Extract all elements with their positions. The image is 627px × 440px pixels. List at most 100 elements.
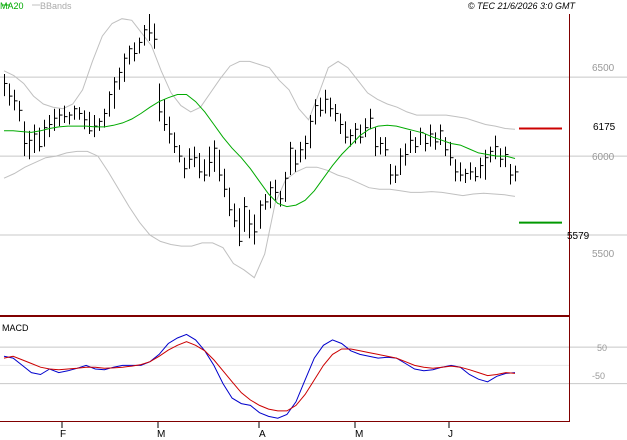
price-bar bbox=[89, 111, 93, 134]
price-bar bbox=[219, 149, 223, 182]
price-bar bbox=[270, 181, 274, 209]
price-bar bbox=[375, 127, 379, 157]
price-bar bbox=[320, 97, 324, 117]
price-bar bbox=[335, 104, 339, 122]
price-bar bbox=[415, 137, 419, 153]
price-bar bbox=[295, 149, 299, 172]
price-bar bbox=[500, 148, 504, 168]
price-bar bbox=[410, 130, 414, 153]
legend-ma-label: MA20 bbox=[0, 1, 24, 11]
x-label-feb: F bbox=[60, 429, 66, 440]
price-bar bbox=[159, 83, 163, 122]
price-bar bbox=[310, 115, 314, 149]
price-bar bbox=[290, 141, 294, 176]
price-bar bbox=[209, 146, 213, 177]
price-bar bbox=[365, 118, 369, 138]
price-bar bbox=[154, 23, 158, 49]
support-label: 5579 bbox=[567, 231, 590, 242]
price-bar bbox=[450, 141, 454, 166]
y-tick-6500: 6500 bbox=[592, 63, 615, 74]
price-bar bbox=[385, 137, 389, 157]
price-bar bbox=[254, 214, 258, 245]
y-tick-6000: 6000 bbox=[592, 152, 615, 163]
price-bar bbox=[149, 14, 153, 41]
price-bar bbox=[470, 162, 474, 180]
ma20-line bbox=[4, 94, 516, 208]
price-bar bbox=[19, 100, 23, 122]
price-bar bbox=[325, 89, 329, 114]
price-bar bbox=[204, 159, 208, 182]
price-bar bbox=[430, 124, 434, 147]
macd-panel bbox=[0, 333, 627, 419]
price-bar bbox=[515, 165, 519, 182]
price-bar bbox=[214, 140, 218, 172]
price-bar bbox=[99, 118, 103, 131]
macd-line bbox=[3, 333, 516, 419]
price-bar bbox=[179, 145, 183, 163]
signal-line bbox=[3, 341, 516, 412]
legend-bb-label: BBands bbox=[40, 1, 72, 11]
price-bar bbox=[194, 146, 198, 168]
price-bar bbox=[405, 143, 409, 166]
price-bar bbox=[134, 42, 138, 62]
price-bar bbox=[510, 164, 514, 185]
macd-tick-minus-50: -50 bbox=[592, 371, 605, 381]
price-bar bbox=[505, 146, 509, 168]
x-label-jun: J bbox=[448, 429, 453, 440]
price-bar bbox=[420, 127, 424, 146]
price-bar bbox=[94, 115, 98, 138]
price-bar bbox=[224, 168, 228, 198]
price-bar bbox=[164, 99, 168, 131]
main-panel bbox=[0, 14, 627, 279]
price-bar bbox=[104, 108, 108, 128]
price-bar bbox=[315, 99, 319, 125]
price-bar bbox=[234, 203, 238, 228]
price-bar bbox=[275, 179, 279, 201]
price-bar bbox=[29, 130, 33, 160]
price-bar bbox=[4, 74, 8, 97]
price-bar bbox=[475, 167, 479, 182]
price-bar bbox=[460, 162, 464, 182]
price-bar bbox=[440, 124, 444, 146]
price-bar bbox=[360, 124, 364, 144]
bb-lower-line bbox=[3, 150, 516, 279]
x-label-mar: M bbox=[157, 429, 165, 440]
price-bar bbox=[34, 124, 38, 153]
price-bar bbox=[265, 194, 269, 210]
price-bar bbox=[74, 105, 78, 120]
price-bar bbox=[24, 121, 28, 157]
price-bar bbox=[139, 37, 143, 54]
price-bar bbox=[199, 152, 203, 179]
macd-title: MACD bbox=[2, 323, 29, 333]
price-bar bbox=[435, 132, 439, 150]
price-bar bbox=[455, 159, 459, 182]
price-bar bbox=[184, 157, 188, 179]
price-bar bbox=[495, 135, 499, 160]
price-bar bbox=[69, 111, 73, 125]
chart-frame bbox=[0, 14, 570, 428]
price-bar bbox=[249, 209, 253, 239]
y-tick-5500: 5500 bbox=[592, 249, 615, 260]
price-bar bbox=[490, 146, 494, 163]
price-bar bbox=[380, 137, 384, 155]
price-bar bbox=[59, 108, 63, 127]
price-bar bbox=[390, 164, 394, 185]
price-bar bbox=[124, 53, 128, 82]
price-bar bbox=[39, 127, 43, 152]
copyright-text: © TEC 21/6/2026 3:0 GMT bbox=[468, 1, 577, 11]
price-bar bbox=[79, 107, 83, 120]
price-bar bbox=[350, 129, 354, 147]
price-bar bbox=[345, 121, 349, 144]
price-bar bbox=[395, 165, 399, 183]
price-bar bbox=[14, 89, 18, 111]
price-bar bbox=[229, 187, 233, 217]
price-bar bbox=[244, 197, 248, 232]
price-bar bbox=[465, 168, 469, 183]
price-bar bbox=[44, 119, 48, 147]
price-bar bbox=[445, 137, 449, 157]
macd-tick-50: 50 bbox=[597, 343, 607, 353]
price-bar bbox=[189, 148, 193, 169]
price-bar bbox=[64, 105, 68, 123]
price-bar bbox=[239, 208, 243, 247]
